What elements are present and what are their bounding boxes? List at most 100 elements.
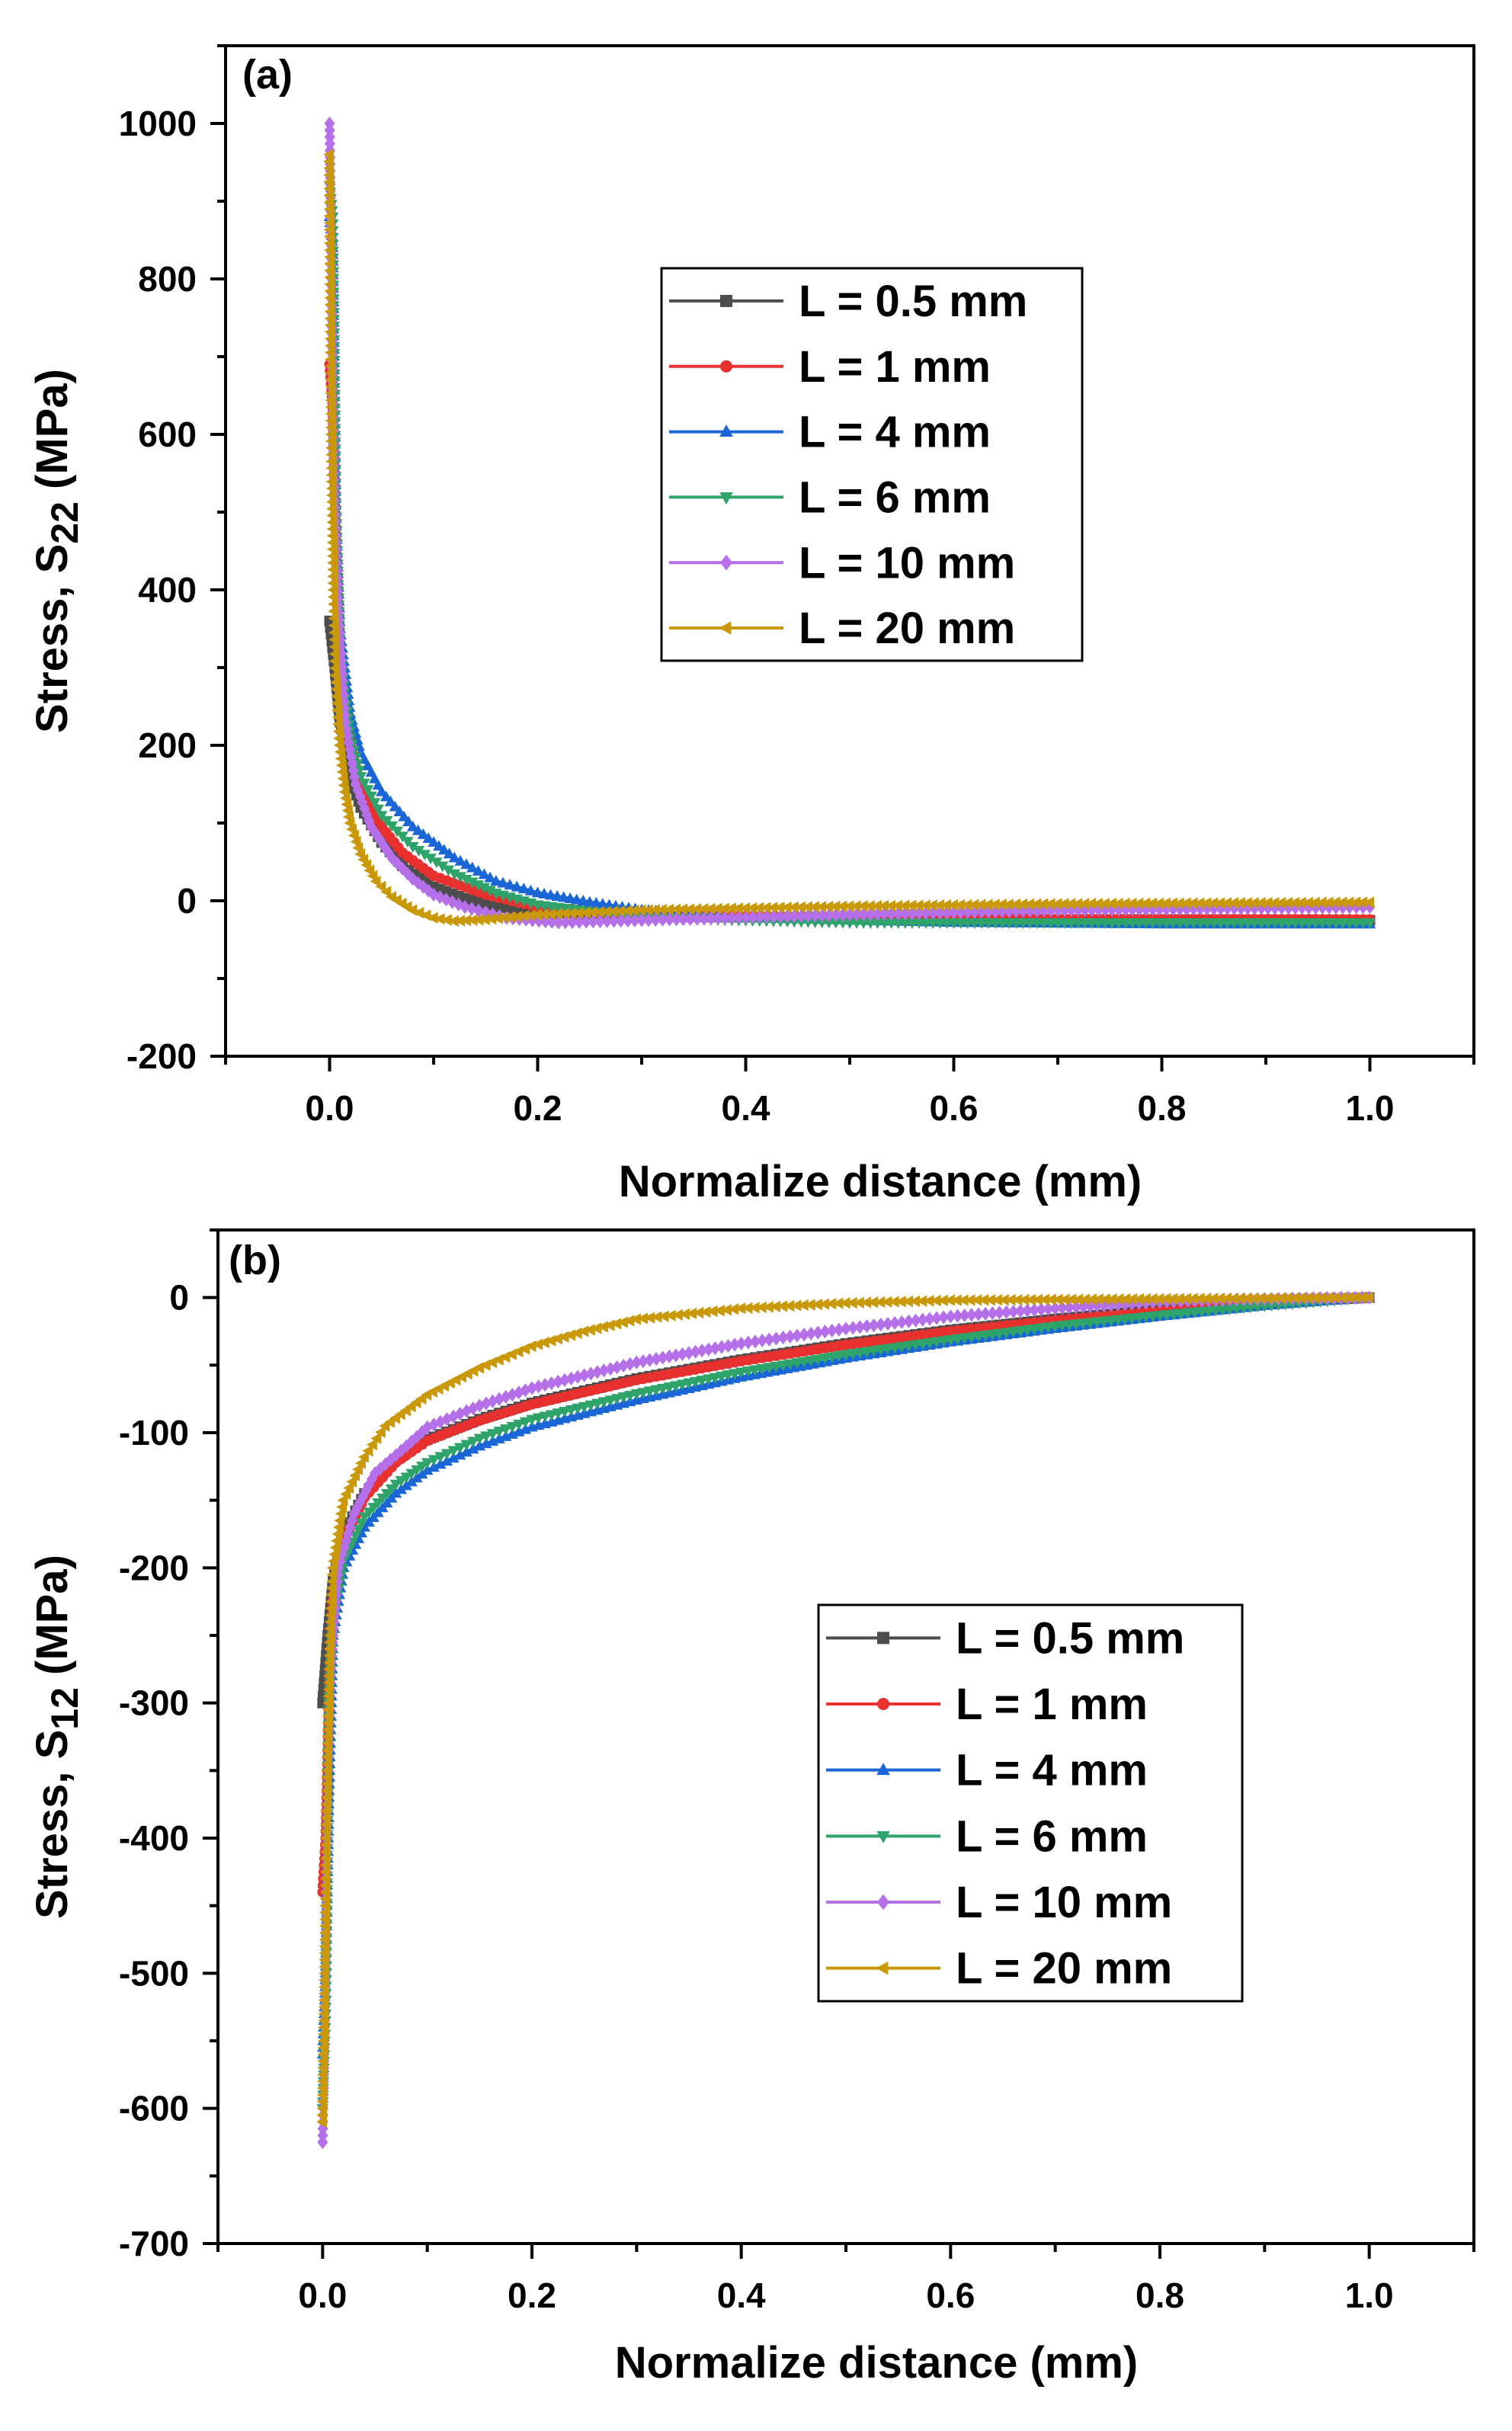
data-point [472,914,484,926]
data-point [1256,901,1267,915]
data-point [1079,1293,1091,1305]
data-point [1113,1293,1124,1305]
data-point [875,1318,886,1332]
data-point [762,1301,774,1313]
data-point [993,1328,1006,1340]
data-point [775,909,786,924]
data-point [453,1443,466,1454]
data-point [843,900,854,912]
data-point [825,1352,838,1363]
legend: L = 0.5 mm L = 1 mm L = 4 mm L = 6 mm L = 10… [817,1603,1244,2003]
data-point [998,1294,1009,1306]
data-point [698,911,710,926]
data-point [1309,1292,1320,1304]
data-point [551,1333,562,1345]
data-point [760,902,771,914]
data-point [597,1397,610,1408]
data-point [366,1438,377,1451]
data-point [540,1378,551,1392]
data-point [447,1446,460,1457]
data-point [539,1411,551,1423]
data-point [434,1458,447,1469]
data-point [854,1347,867,1359]
series-6 [316,1291,1374,2128]
data-point [591,1322,602,1334]
data-point [944,1335,957,1347]
data-point [349,1469,360,1481]
data-point [1235,901,1247,915]
data-point [422,832,434,843]
data-point [902,1340,915,1352]
data-point [678,911,689,927]
data-point [610,1318,622,1330]
data-point [480,1431,492,1443]
data-point [921,906,932,921]
data-point [559,908,570,920]
data-point [851,908,863,922]
data-point [1132,897,1144,910]
data-point [1328,1292,1340,1304]
data-point [1207,897,1219,909]
data-point [729,1337,741,1352]
data-point [693,1306,704,1319]
data-point [1004,1293,1016,1306]
y-axis-label: Stress, S22 (MPa) [27,369,86,733]
data-point [767,909,779,924]
data-point [614,905,626,918]
data-point [460,914,472,927]
data-point [753,902,764,914]
data-point [545,1334,556,1347]
data-point [412,846,425,857]
data-point [889,1343,901,1354]
data-point [718,902,729,914]
data-point [902,1295,913,1308]
data-point [742,1302,753,1315]
x-tick-label: 0.4 [722,1088,770,1128]
data-point [1147,1312,1159,1323]
data-point [649,904,660,916]
legend-marker [876,1961,889,1975]
data-point [819,1324,831,1339]
data-point [1283,901,1294,915]
data-point [486,1429,499,1440]
data-point [1072,1293,1084,1305]
y-axis-label-unit: (MPa) [27,369,77,501]
legend-marker [876,1763,890,1776]
data-point [454,914,466,927]
y-tick-label: 0 [177,881,197,921]
data-point [344,817,355,829]
data-point [1193,897,1205,909]
data-point [467,1443,479,1454]
x-tick-label: 0.6 [926,2276,975,2315]
data-point [492,912,503,924]
data-point [812,1325,824,1340]
data-point [340,1488,351,1501]
data-point [1120,902,1132,917]
data-point [428,1461,440,1472]
data-point [490,875,502,886]
data-point [1254,897,1266,909]
data-point [912,899,924,911]
data-point [979,1331,991,1342]
data-point [525,1340,537,1353]
data-point [552,908,563,920]
data-point [428,836,440,847]
data-point [1153,1292,1164,1305]
data-point [815,901,827,913]
legend-marker [720,294,732,307]
data-point [924,1312,935,1326]
data-point [950,1294,962,1306]
data-point [1070,1319,1082,1331]
data-point [1100,902,1111,917]
data-point [346,823,357,835]
data-point [473,903,485,918]
data-point [1315,896,1327,909]
data-point [975,898,986,911]
legend-box [817,1603,1244,2003]
data-point [352,841,364,854]
data-point [1336,896,1347,908]
data-point [460,874,472,886]
data-point [498,911,510,924]
data-point [910,1313,921,1328]
data-point [518,910,530,922]
